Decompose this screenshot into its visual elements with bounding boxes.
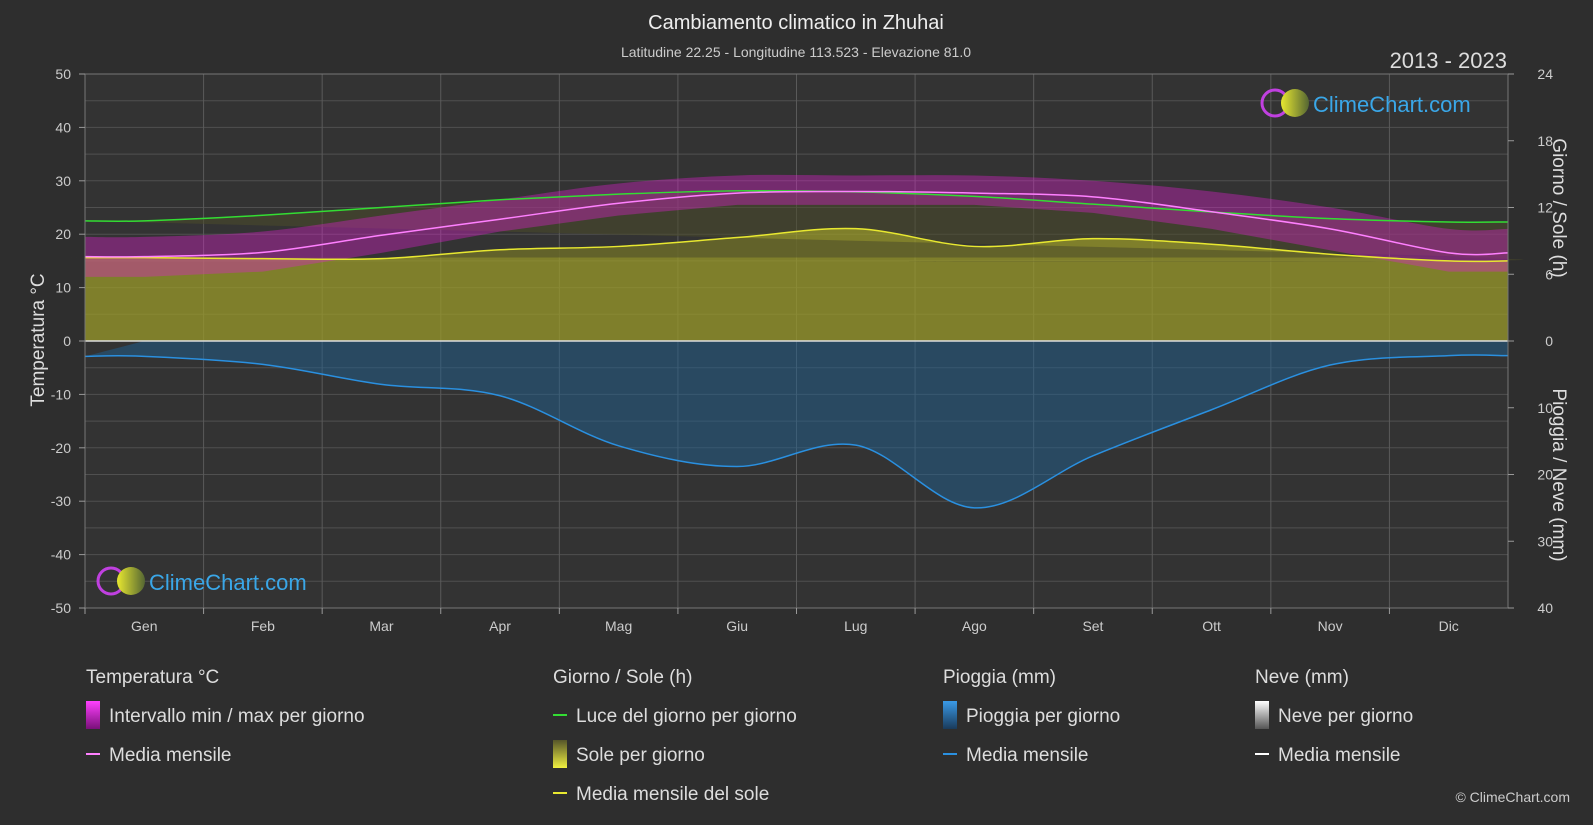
brand-text-bottom: ClimeChart.com	[149, 570, 307, 595]
brand-logo-bottom[interactable]: ClimeChart.com	[96, 566, 307, 596]
month-label: Set	[1082, 618, 1103, 634]
legend-group-snow: Neve (mm) Neve per giorno Media mensile	[1255, 667, 1413, 766]
right-top-tick-label: 24	[1537, 66, 1553, 82]
right-top-axis-label: Giorno / Sole (h)	[1548, 138, 1569, 277]
legend-title-sun: Giorno / Sole (h)	[553, 667, 692, 688]
legend-title-rain: Pioggia (mm)	[943, 667, 1056, 688]
brand-logo-top[interactable]: ClimeChart.com	[1260, 88, 1471, 118]
sun-mean-line	[84, 227, 1509, 263]
axes: 50 40 30 20 10 0 -10 -20 -30 -40 -50 24 18 12 6 0 10 20 30…	[51, 66, 1553, 634]
legend-swatch-temp-range	[86, 701, 100, 729]
month-label: Lug	[844, 618, 867, 634]
left-tick-label: 20	[55, 226, 71, 242]
data-series	[69, 174, 1524, 509]
legend-label-sun-mean: Media mensile del sole	[576, 784, 769, 805]
chart-title: Cambiamento climatico in Zhuhai	[648, 12, 944, 34]
month-label: Mar	[369, 618, 393, 634]
legend-label-daylight: Luce del giorno per giorno	[576, 706, 797, 727]
left-axis-label: Temperatura °C	[28, 273, 49, 406]
month-label: Mag	[605, 618, 632, 634]
legend-label-rain: Pioggia per giorno	[966, 706, 1120, 727]
legend-label-snow-mean: Media mensile	[1278, 745, 1401, 766]
right-top-tick-label: 12	[1537, 200, 1553, 216]
legend-label-snow: Neve per giorno	[1278, 706, 1413, 727]
legend-title-snow: Neve (mm)	[1255, 667, 1349, 688]
month-label: Nov	[1318, 618, 1343, 634]
left-tick-label: -20	[51, 440, 71, 456]
logo-sun-icon	[117, 567, 145, 595]
left-tick-label: -50	[51, 600, 71, 616]
month-label: Apr	[489, 618, 511, 634]
right-bottom-tick-label: 40	[1537, 600, 1553, 616]
month-label: Ago	[962, 618, 987, 634]
legend-title-temperature: Temperatura °C	[86, 667, 219, 688]
right-top-tick-label: 6	[1545, 266, 1553, 282]
legend-swatch-snow	[1255, 701, 1269, 729]
right-bottom-axis-label: Pioggia / Neve (mm)	[1548, 388, 1569, 561]
month-label: Ott	[1202, 618, 1221, 634]
right-top-tick-label: 18	[1537, 133, 1553, 149]
month-label: Gen	[131, 618, 157, 634]
legend-swatch-sunshine	[553, 740, 567, 768]
legend-group-rain: Pioggia (mm) Pioggia per giorno Media me…	[943, 667, 1120, 766]
chart-subtitle: Latitudine 22.25 - Longitudine 113.523 -…	[621, 44, 971, 60]
month-label: Dic	[1439, 618, 1459, 634]
temp-range-band	[85, 174, 1508, 277]
left-tick-label: 30	[55, 173, 71, 189]
period-label: 2013 - 2023	[1390, 48, 1507, 73]
left-tick-label: 50	[55, 66, 71, 82]
month-label: Giu	[726, 618, 748, 634]
legend-label-sunshine: Sole per giorno	[576, 745, 705, 766]
rain-mean-line	[84, 354, 1509, 509]
temp-mean-line	[84, 190, 1509, 258]
left-tick-label: 10	[55, 280, 71, 296]
left-tick-label: 40	[55, 119, 71, 135]
brand-text-top: ClimeChart.com	[1313, 92, 1471, 117]
left-tick-label: -40	[51, 547, 71, 563]
right-bottom-tick-label: 10	[1537, 400, 1553, 416]
legend-swatch-rain	[943, 701, 957, 729]
left-tick-label: 0	[63, 333, 71, 349]
legend-label-temp-mean: Media mensile	[109, 745, 232, 766]
logo-sun-icon	[1281, 89, 1309, 117]
rain-area	[85, 341, 1508, 508]
legend-label-rain-mean: Media mensile	[966, 745, 1089, 766]
daylight-area	[69, 190, 1524, 262]
right-bottom-tick-label: 30	[1537, 533, 1553, 549]
right-top-tick-label: 0	[1545, 333, 1553, 349]
legend-group-temperature: Temperatura °C Intervallo min / max per …	[86, 667, 365, 766]
left-tick-label: -10	[51, 386, 71, 402]
left-tick-label: -30	[51, 493, 71, 509]
legend-label-temp-range: Intervallo min / max per giorno	[109, 706, 365, 727]
month-label: Feb	[251, 618, 275, 634]
legend: Temperatura °C Intervallo min / max per …	[86, 667, 1413, 805]
right-bottom-tick-label: 20	[1537, 467, 1553, 483]
copyright: © ClimeChart.com	[1455, 789, 1570, 805]
legend-group-sun: Giorno / Sole (h) Luce del giorno per gi…	[553, 667, 797, 805]
